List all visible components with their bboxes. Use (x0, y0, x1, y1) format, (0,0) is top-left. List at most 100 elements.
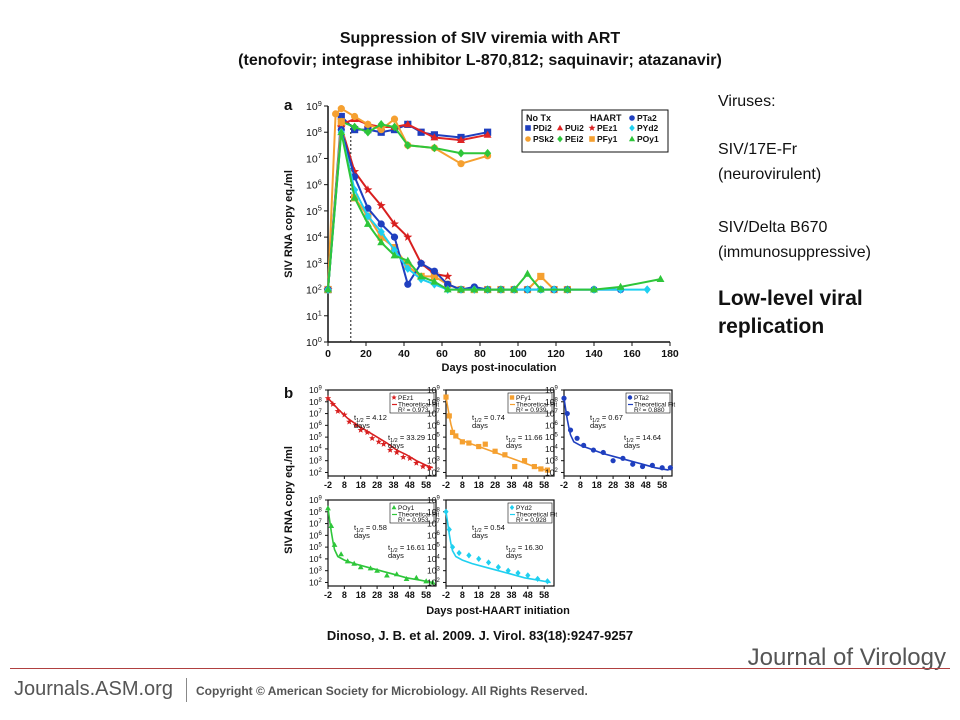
subplot-x-tick-label: 38 (506, 590, 516, 600)
point-PTa2 (377, 220, 385, 228)
subplot-legend (507, 502, 553, 524)
subplot-x-tick-label: 8 (460, 480, 465, 490)
footer-copyright: Copyright © American Society for Microbi… (196, 684, 588, 698)
legend-label-POy1: POy1 (637, 134, 659, 144)
point-PYd2 (515, 569, 521, 577)
point-PUi2 (403, 120, 412, 128)
subplot-y-tick-label: 102 (309, 577, 322, 587)
subplot-x-tick-label: 38 (624, 480, 634, 490)
point-POy1 (417, 272, 426, 280)
point-PEz1 (426, 464, 433, 471)
subplot-legend-name: POy1 (398, 505, 415, 512)
legend-marker-PDi2 (525, 125, 531, 131)
half-life-2-label: t1/2 = 33.29 (388, 433, 425, 444)
legend-label-PFy1: PFy1 (597, 134, 618, 144)
half-life-1-label: t1/2 = 0.58 (354, 523, 387, 534)
series-line-POy1 (327, 132, 661, 291)
subplot-y-tick-label: 108 (545, 397, 558, 407)
point-PEz1 (393, 449, 400, 456)
panel-a-y-tick-label: 105 (306, 204, 322, 218)
subplot-x-tick-label: -2 (324, 480, 332, 490)
point-PEz1 (413, 459, 420, 466)
point-PYd2 (523, 285, 532, 294)
subplot-y-tick-label: 105 (309, 432, 322, 442)
point-PTa2 (364, 204, 372, 212)
point-PFy1 (476, 443, 482, 450)
point-PFy1 (459, 439, 465, 445)
point-POy1 (457, 285, 465, 293)
subplot-x-tick-label: 58 (539, 590, 549, 600)
subplot-y-tick-label: 105 (427, 542, 440, 552)
subplot-legend-fit-label: Theoretical Fit (398, 402, 439, 409)
subplot-y-tick-label: 106 (427, 530, 440, 540)
subplot-legend-r2: R² = 0.939 (516, 407, 547, 414)
panel-a-x-tick-label: 80 (474, 348, 486, 360)
point-PFy1 (521, 458, 528, 464)
subplot-legend-marker (391, 504, 397, 510)
subplot-x-tick-label: 48 (523, 480, 533, 490)
subplot-x-tick-label: 8 (342, 590, 347, 600)
footer-separator (186, 678, 187, 702)
half-life-1-unit: days (472, 421, 488, 430)
subplot-legend-fit-label: Theoretical Fit (634, 402, 675, 409)
point-PTa2 (649, 462, 655, 468)
point-POy1 (616, 282, 625, 290)
subplot-x-tick-label: 48 (523, 590, 533, 600)
subplot-legend-r2: R² = 0.880 (634, 407, 665, 414)
panel-a-y-tick-label: 106 (306, 177, 322, 191)
subplot-x-tick-label: 8 (342, 480, 347, 490)
subplot-y-tick-label: 102 (427, 577, 440, 587)
subplot-legend-name: PYd2 (516, 505, 532, 512)
panel-a-x-tick-label: 40 (398, 348, 410, 360)
viruses-label: Viruses: (718, 93, 776, 110)
subplot-legend-r2: R² = 0.928 (516, 517, 547, 524)
subplot-y-tick-label: 108 (309, 397, 322, 407)
point-POy1 (384, 572, 390, 578)
half-life-1-unit: days (472, 531, 488, 540)
point-PEz1 (334, 407, 341, 414)
subplot-x-tick-label: -2 (442, 590, 450, 600)
point-PEz1 (341, 411, 348, 418)
panel-a-y-tick-label: 100 (306, 335, 322, 349)
point-POy1 (429, 579, 436, 585)
point-PEz1 (400, 453, 407, 460)
point-PSk2 (390, 115, 399, 123)
point-PTa2 (639, 463, 646, 470)
subplot-y-tick-label: 103 (427, 456, 440, 466)
point-PSk2 (332, 110, 340, 118)
point-PEz1 (369, 434, 376, 441)
subplot-y-tick-label: 109 (309, 385, 322, 395)
point-POy1 (344, 558, 351, 564)
panel-a-x-tick-label: 120 (547, 348, 565, 360)
point-PSk2 (337, 105, 345, 113)
point-PEz1 (352, 422, 359, 429)
point-PEz1 (350, 166, 360, 176)
panel-a-y-tick-label: 101 (306, 309, 322, 323)
point-POy1 (656, 274, 665, 282)
legend-group-no-tx: No Tx (526, 113, 551, 123)
point-PSk2 (364, 120, 372, 128)
point-PTa2 (574, 435, 580, 441)
point-POy1 (377, 238, 386, 246)
journal-name: Journal of Virology (747, 644, 946, 671)
subplot-y-tick-label: 103 (309, 456, 322, 466)
point-PFy1 (430, 272, 438, 281)
subplot-legend-r2: R² = 0.973 (398, 407, 429, 414)
footer-brand: Journals.ASM.org (14, 678, 173, 700)
point-PEz1 (403, 232, 413, 241)
half-life-1-label: t1/2 = 0.54 (472, 523, 505, 534)
panel-a-x-tick-label: 0 (325, 348, 331, 360)
point-POy1 (510, 285, 519, 293)
panel-a-y-tick-label: 102 (306, 282, 322, 296)
point-POy1 (470, 285, 479, 293)
point-POy1 (367, 565, 374, 571)
point-PEz1 (375, 438, 382, 445)
point-PTa2 (430, 267, 438, 275)
point-PFy1 (466, 440, 472, 446)
panel-b-x-label: Days post-HAART initiation (426, 605, 570, 617)
highlight-line-2: replication (718, 315, 825, 338)
legend-group-haart: HAART (590, 113, 622, 123)
